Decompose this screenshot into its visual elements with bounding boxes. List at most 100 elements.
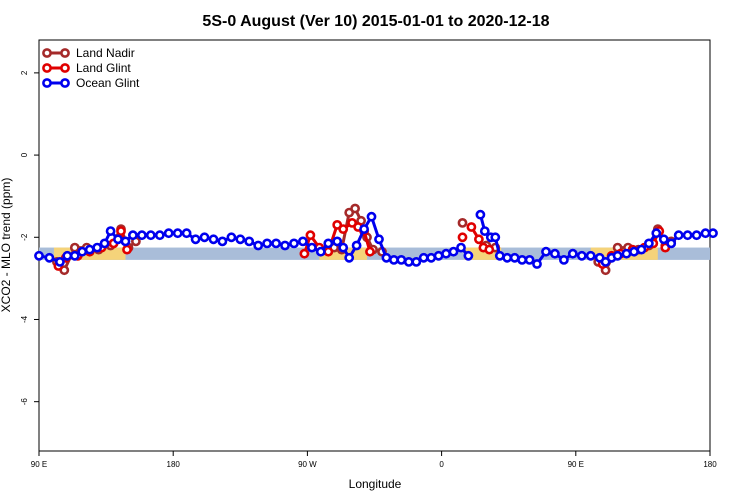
data-point: [113, 234, 123, 245]
data-point: [381, 252, 392, 263]
data-point: [658, 234, 669, 245]
legend-marker: [42, 48, 52, 58]
data-point: [62, 250, 73, 261]
data-point: [484, 244, 495, 255]
y-tick-label: -6: [20, 398, 29, 406]
data-point: [332, 236, 343, 247]
legend-item-land-nadir: Land Nadir: [42, 46, 135, 60]
data-point: [532, 259, 542, 269]
data-point: [163, 228, 174, 239]
data-point: [350, 203, 360, 214]
data-point: [457, 217, 468, 228]
data-point: [199, 232, 210, 243]
data-point: [403, 256, 414, 267]
data-point: [567, 248, 578, 259]
data-point: [374, 234, 384, 245]
data-point: [127, 230, 138, 241]
legend-marker: [60, 48, 70, 58]
legend-label: Land Nadir: [76, 46, 135, 60]
data-point: [365, 246, 375, 257]
legend-label: Land Glint: [76, 61, 131, 75]
data-point: [691, 230, 702, 241]
legend-item-ocean-glint: Ocean Glint: [42, 76, 140, 90]
legend-marker: [60, 78, 70, 88]
legend-item-land-glint: Land Glint: [42, 61, 131, 75]
data-point: [494, 250, 505, 261]
data-point: [441, 248, 451, 259]
data-point: [411, 256, 422, 267]
data-point: [502, 252, 513, 263]
data-point: [77, 246, 88, 257]
x-tick-label: 180: [167, 460, 181, 469]
data-point: [235, 234, 246, 245]
data-point: [253, 240, 264, 251]
data-point: [84, 244, 95, 255]
data-point: [466, 222, 477, 232]
x-axis: 90 E 180 90 W 0 90 E 180: [31, 451, 717, 469]
data-point: [576, 250, 587, 261]
data-point: [338, 224, 349, 234]
data-point: [297, 236, 308, 247]
data-point: [105, 226, 116, 236]
data-point: [673, 230, 684, 241]
data-point: [644, 238, 654, 249]
legend-marker: [42, 78, 52, 88]
data-point: [517, 254, 527, 265]
data-point: [479, 226, 490, 236]
data-point: [323, 246, 334, 257]
data-point: [396, 254, 407, 265]
data-point: [457, 232, 468, 243]
legend-marker: [42, 63, 52, 73]
data-point: [651, 228, 662, 239]
data-point: [299, 248, 310, 259]
data-point: [181, 228, 192, 239]
data-point: [99, 238, 110, 249]
y-tick-label: 0: [20, 152, 29, 157]
data-point: [666, 238, 677, 249]
data-point: [323, 238, 334, 249]
data-point: [217, 236, 228, 247]
y-tick-label: 2: [20, 70, 29, 75]
data-point: [338, 242, 349, 253]
series-ocean-glint: [34, 209, 718, 269]
chart-title: 5S-0 August (Ver 10) 2015-01-01 to 2020-…: [202, 13, 549, 30]
data-point: [289, 238, 299, 249]
data-point: [136, 230, 147, 241]
data-point: [190, 234, 201, 245]
data-point: [636, 244, 647, 255]
data-point: [475, 209, 486, 220]
data-point: [559, 254, 569, 265]
y-axis: 2 0 -2 -4 -6: [20, 70, 39, 405]
data-point: [271, 238, 281, 249]
data-point: [116, 226, 126, 236]
y-tick-label: -2: [20, 233, 29, 241]
y-tick-label: -4: [20, 315, 29, 323]
legend-label: Ocean Glint: [76, 76, 140, 90]
x-tick-label: 90 W: [298, 460, 317, 469]
data-point: [585, 250, 596, 261]
data-point: [306, 242, 317, 253]
data-point: [550, 248, 560, 259]
data-point: [682, 230, 693, 241]
data-point: [612, 250, 623, 261]
data-point: [69, 250, 80, 261]
data-point: [226, 232, 237, 243]
data-point: [34, 250, 44, 261]
data-point: [44, 252, 55, 263]
data-point: [418, 252, 429, 263]
data-point: [55, 256, 65, 267]
data-point: [473, 234, 484, 245]
data-point: [351, 240, 362, 251]
x-tick-label: 0: [439, 460, 444, 469]
data-point: [145, 230, 156, 241]
data-point: [448, 246, 459, 257]
data-point: [700, 228, 711, 239]
data-point: [541, 246, 551, 257]
data-point: [359, 224, 369, 234]
data-point: [433, 250, 444, 261]
data-point: [120, 236, 131, 247]
x-tick-label: 180: [703, 460, 717, 469]
x-tick-label: 90 E: [568, 460, 584, 469]
